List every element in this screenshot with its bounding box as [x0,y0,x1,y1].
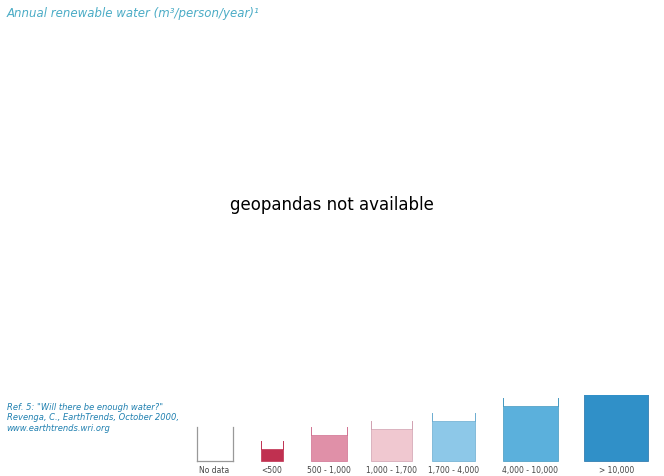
Bar [584,393,649,461]
Text: 500 - 1,000: 500 - 1,000 [307,465,351,474]
Bar [371,429,412,461]
Text: > 10,000: > 10,000 [598,465,634,474]
Text: Annual renewable water (m³/person/year)¹: Annual renewable water (m³/person/year)¹ [7,7,260,20]
Text: 1,000 - 1,700: 1,000 - 1,700 [366,465,417,474]
Text: No data: No data [199,465,230,474]
Text: <500: <500 [262,465,282,474]
Text: 1,700 - 4,000: 1,700 - 4,000 [428,465,479,474]
Bar [503,407,558,461]
Text: 4,000 - 10,000: 4,000 - 10,000 [502,465,558,474]
Text: Ref. 5: "Will there be enough water?"
Revenga, C., EarthTrends, October 2000,
ww: Ref. 5: "Will there be enough water?" Re… [7,402,179,432]
Bar [311,436,347,461]
Bar [432,421,475,461]
Text: geopandas not available: geopandas not available [230,196,434,214]
Bar [261,449,283,461]
